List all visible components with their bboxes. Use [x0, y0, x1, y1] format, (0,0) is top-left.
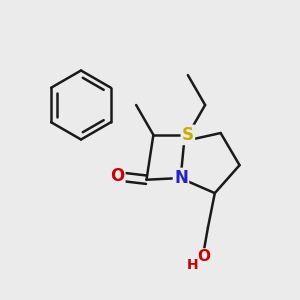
Text: O: O: [110, 167, 124, 185]
Text: S: S: [182, 126, 194, 144]
Text: O: O: [198, 249, 211, 264]
Text: H: H: [186, 258, 198, 272]
Text: N: N: [174, 169, 188, 187]
